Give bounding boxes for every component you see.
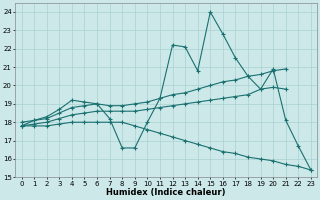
X-axis label: Humidex (Indice chaleur): Humidex (Indice chaleur) [107, 188, 226, 197]
